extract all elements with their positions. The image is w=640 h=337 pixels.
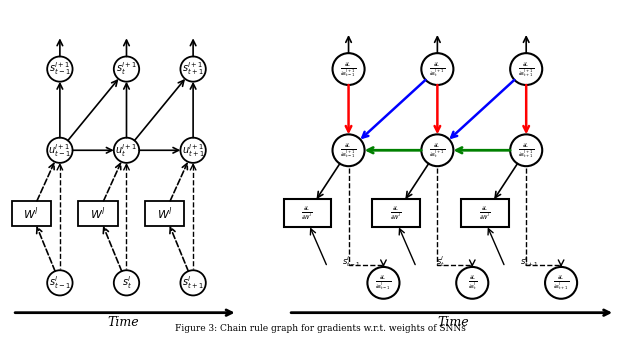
FancyBboxPatch shape [284, 199, 331, 227]
Text: $\frac{\partial L}{\partial s_{t}^{l+1}}$: $\frac{\partial L}{\partial s_{t}^{l+1}}… [429, 60, 445, 79]
Ellipse shape [114, 270, 139, 296]
Ellipse shape [114, 138, 139, 163]
Text: $u_{t}^{l+1}$: $u_{t}^{l+1}$ [115, 142, 138, 159]
Text: $W^l$: $W^l$ [90, 205, 106, 221]
FancyBboxPatch shape [78, 201, 118, 226]
Text: $s_{t}^{l+1}$: $s_{t}^{l+1}$ [116, 61, 137, 78]
Ellipse shape [114, 57, 139, 82]
Text: $\frac{\partial L}{\partial s_{t+1}^{l}}$: $\frac{\partial L}{\partial s_{t+1}^{l}}… [553, 273, 569, 292]
Ellipse shape [47, 270, 72, 296]
FancyBboxPatch shape [372, 199, 420, 227]
Text: $\frac{\partial L}{\partial W^l}$: $\frac{\partial L}{\partial W^l}$ [390, 205, 402, 222]
Text: $\frac{\partial L}{\partial s_{t+1}^{l+1}}$: $\frac{\partial L}{\partial s_{t+1}^{l+1… [518, 141, 534, 160]
Ellipse shape [333, 134, 365, 166]
Text: $\frac{\partial L}{\partial s_{t}^{l}}$: $\frac{\partial L}{\partial s_{t}^{l}}$ [468, 273, 477, 292]
Text: $s_{t-1}^l$: $s_{t-1}^l$ [342, 254, 361, 269]
Text: $\frac{\partial L}{\partial s_{t-1}^{l}}$: $\frac{\partial L}{\partial s_{t-1}^{l}}… [376, 273, 392, 292]
Text: $\frac{\partial L}{\partial W^l}$: $\frac{\partial L}{\partial W^l}$ [479, 205, 491, 222]
Ellipse shape [333, 53, 365, 85]
Ellipse shape [367, 267, 399, 299]
Text: Figure 3: Chain rule graph for gradients w.r.t. weights of SNNs: Figure 3: Chain rule graph for gradients… [175, 324, 465, 333]
FancyBboxPatch shape [461, 199, 509, 227]
Text: $\frac{\partial L}{\partial s_{t}^{l+1}}$: $\frac{\partial L}{\partial s_{t}^{l+1}}… [429, 141, 445, 160]
Ellipse shape [456, 267, 488, 299]
Text: $s_t^l$: $s_t^l$ [436, 254, 445, 269]
Ellipse shape [545, 267, 577, 299]
Text: $W^l$: $W^l$ [157, 205, 173, 221]
Text: Time: Time [437, 316, 469, 329]
FancyBboxPatch shape [145, 201, 184, 226]
FancyBboxPatch shape [12, 201, 51, 226]
Text: $\frac{\partial L}{\partial s_{t-1}^{l+1}}$: $\frac{\partial L}{\partial s_{t-1}^{l+1… [340, 60, 356, 79]
Text: $s_{t-1}^{l}$: $s_{t-1}^{l}$ [49, 274, 71, 291]
Text: $\frac{\partial L}{\partial W^l}$: $\frac{\partial L}{\partial W^l}$ [301, 205, 313, 222]
Text: $u_{t+1}^{l+1}$: $u_{t+1}^{l+1}$ [182, 142, 205, 159]
Ellipse shape [180, 138, 206, 163]
Ellipse shape [47, 57, 72, 82]
Text: Time: Time [108, 316, 139, 329]
Text: $u_{t-1}^{l+1}$: $u_{t-1}^{l+1}$ [49, 142, 71, 159]
Text: $s_{t+1}^{l}$: $s_{t+1}^{l}$ [182, 274, 204, 291]
Ellipse shape [47, 138, 72, 163]
Text: $s_{t-1}^{l+1}$: $s_{t-1}^{l+1}$ [49, 61, 71, 78]
Ellipse shape [421, 53, 453, 85]
Ellipse shape [510, 134, 542, 166]
Text: $W^l$: $W^l$ [24, 205, 39, 221]
Text: $\frac{\partial L}{\partial s_{t+1}^{l+1}}$: $\frac{\partial L}{\partial s_{t+1}^{l+1… [518, 60, 534, 79]
Text: $s_{t+1}^l$: $s_{t+1}^l$ [520, 254, 539, 269]
Text: $\frac{\partial L}{\partial s_{t-1}^{l+1}}$: $\frac{\partial L}{\partial s_{t-1}^{l+1… [340, 141, 356, 160]
Text: $s_{t}^{l}$: $s_{t}^{l}$ [122, 274, 131, 291]
Text: $s_{t+1}^{l+1}$: $s_{t+1}^{l+1}$ [182, 61, 204, 78]
Ellipse shape [421, 134, 453, 166]
Ellipse shape [510, 53, 542, 85]
Ellipse shape [180, 57, 206, 82]
Ellipse shape [180, 270, 206, 296]
